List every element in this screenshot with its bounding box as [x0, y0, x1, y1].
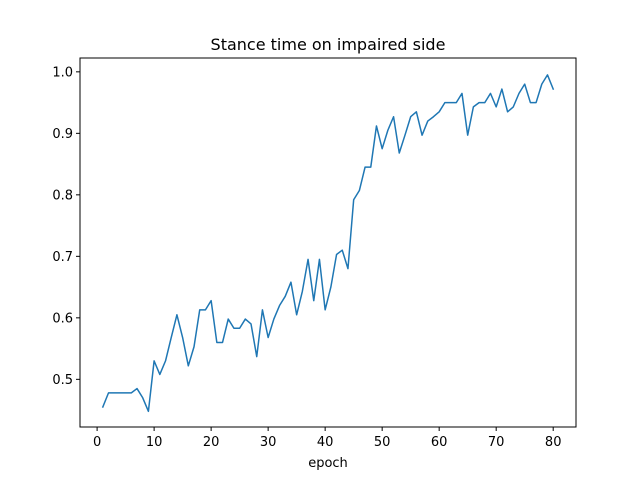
y-tick-label: 0.6	[52, 311, 73, 326]
x-tick-label: 30	[260, 435, 277, 450]
y-tick-label: 1.0	[52, 65, 73, 80]
y-axis: 0.5 0.6 0.7 0.8 0.9 1.0	[52, 65, 80, 388]
x-tick-label: 60	[431, 435, 448, 450]
plot-area-frame	[79, 57, 577, 428]
series-layer	[101, 74, 555, 413]
x-tick-label: 10	[146, 435, 163, 450]
y-tick-label: 0.9	[52, 127, 73, 142]
x-tick-label: 0	[93, 435, 101, 450]
y-tick-label: 0.5	[52, 373, 73, 388]
y-tick-label: 0.7	[52, 250, 73, 265]
y-tick-label: 0.8	[52, 188, 73, 203]
series-line	[101, 74, 555, 413]
x-tick-label: 40	[317, 435, 334, 450]
x-tick-label: 50	[374, 435, 391, 450]
x-axis-label: epoch	[308, 456, 348, 471]
x-tick-label: 20	[203, 435, 220, 450]
chart-title: Stance time on impaired side	[211, 35, 446, 54]
x-tick-label: 80	[545, 435, 562, 450]
x-tick-label: 70	[488, 435, 505, 450]
x-axis: 0 10 20 30 40 50 60 70 80	[93, 427, 562, 450]
